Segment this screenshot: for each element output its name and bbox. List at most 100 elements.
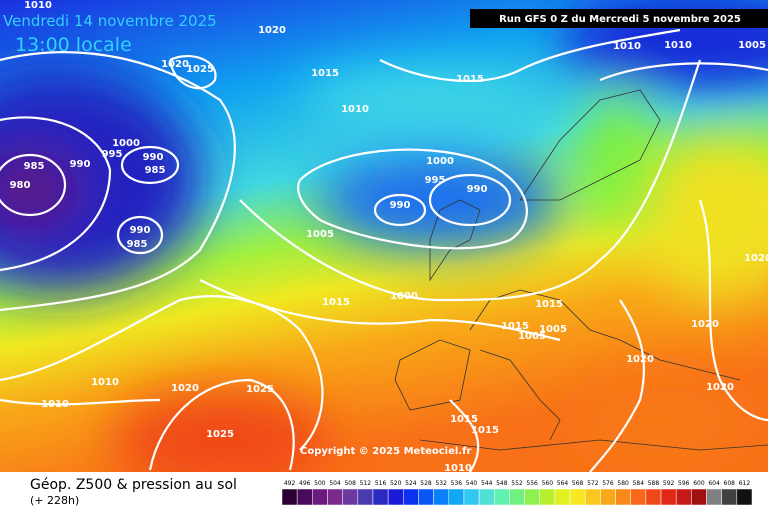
isobar-label: 1000 bbox=[112, 138, 140, 149]
scale-label: 536 bbox=[451, 480, 463, 487]
scale-label: 612 bbox=[739, 480, 751, 487]
isobar-label: 1000 bbox=[390, 291, 418, 302]
scale-label: 552 bbox=[511, 480, 523, 487]
isobar-label: 990 bbox=[70, 159, 91, 170]
valid-date: Vendredi 14 novembre 2025 bbox=[3, 12, 217, 30]
color-swatch bbox=[584, 488, 601, 506]
color-swatch bbox=[327, 488, 343, 506]
scale-label: 564 bbox=[557, 480, 569, 487]
scale-label: 528 bbox=[420, 480, 432, 487]
isobar-label: 990 bbox=[467, 184, 488, 195]
coastlines bbox=[394, 89, 768, 451]
color-swatch bbox=[312, 488, 328, 506]
isobar-label: 1020 bbox=[626, 354, 654, 365]
scale-label: 548 bbox=[496, 480, 508, 487]
run-info: Run GFS 0 Z du Mercredi 5 novembre 2025 bbox=[499, 14, 741, 25]
isobar-label: 1020 bbox=[744, 253, 768, 264]
color-swatch bbox=[296, 488, 313, 506]
scale-label: 600 bbox=[693, 480, 705, 487]
scale-label: 504 bbox=[329, 480, 341, 487]
lead-time: (+ 228h) bbox=[30, 494, 79, 507]
scale-label: 560 bbox=[542, 480, 554, 487]
color-swatch bbox=[615, 488, 631, 506]
color-swatch bbox=[660, 488, 677, 506]
isobar-label: 1020 bbox=[258, 25, 286, 36]
run-box bbox=[470, 9, 768, 28]
copyright: Copyright © 2025 Meteociel.fr bbox=[300, 446, 471, 457]
scale-label: 568 bbox=[572, 480, 584, 487]
color-swatch bbox=[281, 488, 298, 506]
isobar-label: 1000 bbox=[426, 156, 454, 167]
scale-label: 524 bbox=[405, 480, 417, 487]
color-swatch bbox=[342, 488, 359, 506]
isobar-label: 1010 bbox=[613, 41, 641, 52]
isobar-label: 1010 bbox=[444, 463, 472, 474]
isobar-label: 1020 bbox=[691, 319, 719, 330]
scale-label: 508 bbox=[344, 480, 356, 487]
color-swatch bbox=[554, 488, 571, 506]
color-swatch bbox=[675, 488, 692, 506]
isobar-label: 1015 bbox=[450, 414, 478, 425]
scale-label: 516 bbox=[375, 480, 387, 487]
color-swatch bbox=[509, 488, 525, 506]
isobar-label: 985 bbox=[127, 239, 148, 250]
isobar-label: 1005 bbox=[738, 40, 766, 51]
scale-label: 596 bbox=[678, 480, 690, 487]
isobar-label: 1010 bbox=[41, 399, 69, 410]
color-swatch bbox=[494, 488, 510, 506]
isobar-label: 1015 bbox=[311, 68, 339, 79]
color-swatch bbox=[569, 488, 586, 506]
isobar-label: 1025 bbox=[186, 64, 214, 75]
isobar-label: 990 bbox=[130, 225, 151, 236]
isobar-label: 985 bbox=[145, 165, 166, 176]
scale-label: 608 bbox=[724, 480, 736, 487]
scale-label: 592 bbox=[663, 480, 675, 487]
isobar-label: 1025 bbox=[206, 429, 234, 440]
color-swatch bbox=[448, 488, 465, 506]
color-swatch bbox=[387, 488, 404, 506]
isobar-label: 1015 bbox=[471, 425, 499, 436]
isobar-label: 1005 bbox=[539, 324, 567, 335]
scale-label: 604 bbox=[708, 480, 720, 487]
scale-label: 512 bbox=[360, 480, 372, 487]
scale-label: 540 bbox=[466, 480, 478, 487]
scale-label: 492 bbox=[284, 480, 296, 487]
isobar-label: 1005 bbox=[518, 331, 546, 342]
isobar-label: 995 bbox=[425, 175, 446, 186]
scale-label: 520 bbox=[390, 480, 402, 487]
isobar-label: 985 bbox=[24, 161, 45, 172]
color-swatch bbox=[691, 488, 707, 506]
color-swatch bbox=[645, 488, 662, 506]
isobar-label: 1005 bbox=[306, 229, 334, 240]
isobar-label: 1020 bbox=[171, 383, 199, 394]
local-time: 13:00 locale bbox=[15, 34, 132, 56]
isobar-label: 990 bbox=[390, 200, 411, 211]
color-swatch bbox=[403, 488, 419, 506]
color-swatch bbox=[433, 488, 450, 506]
footer-title: Géop. Z500 & pression au sol bbox=[30, 477, 237, 493]
color-scale: 492 496 500 504 508 512 516 520 524 528 532 536 540 5… bbox=[281, 480, 753, 506]
isobar-label: 990 bbox=[143, 152, 164, 163]
color-swatch bbox=[600, 488, 616, 506]
color-swatch bbox=[524, 488, 540, 506]
scale-label: 588 bbox=[648, 480, 660, 487]
isobar-label: 1015 bbox=[535, 299, 563, 310]
isobar-label: 1015 bbox=[501, 321, 529, 332]
scale-label: 584 bbox=[633, 480, 645, 487]
scale-label: 572 bbox=[587, 480, 599, 487]
color-swatch bbox=[463, 488, 480, 506]
color-swatch bbox=[418, 488, 434, 506]
scale-label: 556 bbox=[526, 480, 538, 487]
color-swatch bbox=[706, 488, 722, 506]
scale-label: 580 bbox=[617, 480, 629, 487]
isobar-label: 1025 bbox=[246, 384, 274, 395]
isobar-label: 1015 bbox=[322, 297, 350, 308]
isobar-label: 1020 bbox=[161, 59, 189, 70]
scale-label: 496 bbox=[299, 480, 311, 487]
isobar-label: 1015 bbox=[456, 74, 484, 85]
isobar-label: 1010 bbox=[91, 377, 119, 388]
scale-label: 532 bbox=[435, 480, 447, 487]
